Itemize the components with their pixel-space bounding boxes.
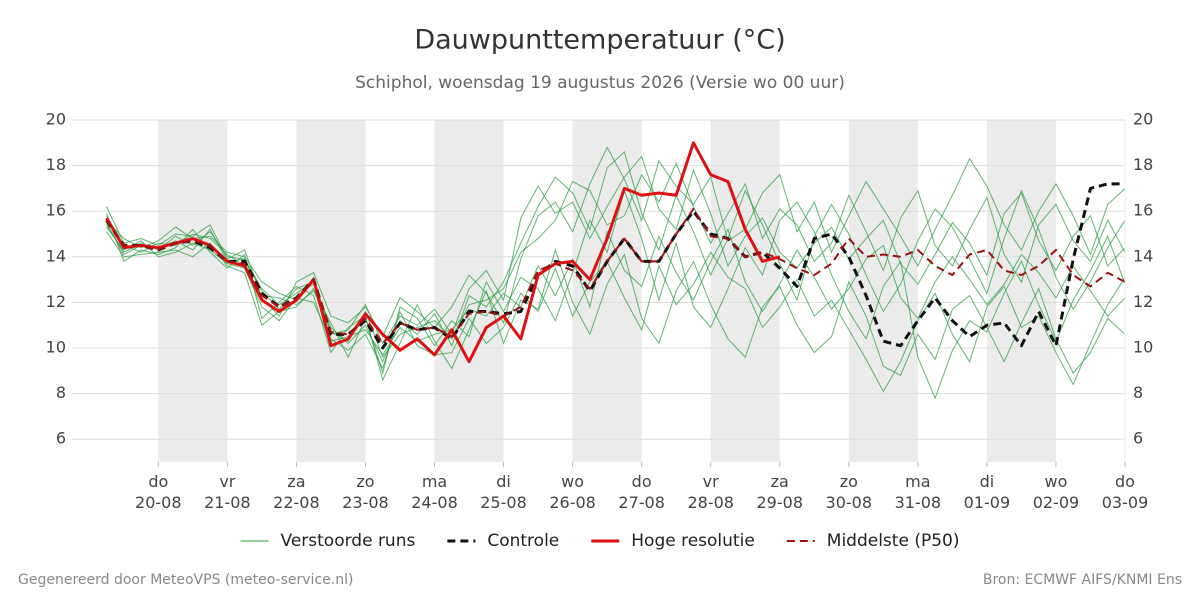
y-tick-label: 6	[56, 429, 66, 448]
day-band	[986, 120, 1056, 462]
y-tick-label: 18	[46, 155, 66, 174]
y2-tick-label: 16	[1133, 201, 1153, 220]
legend-label: Hoge resolutie	[631, 531, 755, 551]
x-tick-label: ma 24-08	[411, 472, 458, 512]
ensemble-line	[106, 146, 1126, 338]
legend-label: Controle	[487, 531, 559, 551]
chart-subtitle: Schiphol, woensdag 19 augustus 2026 (Ver…	[355, 73, 845, 93]
y2-tick-label: 14	[1133, 246, 1153, 265]
legend-label: Verstoorde runs	[281, 531, 416, 551]
day-band	[434, 120, 504, 462]
x-tick-label: zo 23-08	[342, 472, 389, 512]
ensemble-line	[106, 150, 1126, 363]
legend: Verstoorde runs Controle Hoge resolutie Mid…	[240, 531, 960, 551]
x-tick-label: di 25-08	[480, 472, 527, 512]
x-tick-label: wo 26-08	[549, 472, 596, 512]
axes: 6 6 8 8 10 10 12 12 14 14 16 16 18 18 20 20 do 20-08 vr 21-…	[46, 110, 1154, 512]
ensemble-line	[106, 189, 1126, 400]
x-tick-label: vr 28-08	[687, 472, 734, 512]
y2-tick-label: 18	[1133, 155, 1153, 174]
y-tick-label: 10	[46, 338, 66, 357]
y-tick-label: 20	[46, 110, 66, 129]
x-tick-label: zo 30-08	[826, 472, 873, 512]
footer-right: Bron: ECMWF AIFS/KNMI Ens	[983, 572, 1182, 588]
day-band	[572, 120, 642, 462]
legend-label: Middelste (P50)	[827, 531, 960, 551]
y2-tick-label: 10	[1133, 338, 1153, 357]
x-tick-label: vr 21-08	[204, 472, 251, 512]
x-tick-label: za 22-08	[273, 472, 320, 512]
y2-tick-label: 6	[1133, 429, 1143, 448]
day-band	[848, 120, 918, 462]
y-tick-label: 14	[46, 246, 66, 265]
day-band	[710, 120, 780, 462]
ensemble-line	[106, 231, 1126, 393]
y-tick-label: 8	[56, 383, 66, 402]
footer-left: Gegenereerd door MeteoVPS (meteo-service…	[18, 572, 353, 588]
x-tick-label: za 29-08	[757, 472, 804, 512]
ensemble-line	[106, 155, 1126, 345]
x-tick-label: wo 02-09	[1033, 472, 1080, 512]
x-tick-label: di 01-09	[964, 472, 1011, 512]
y2-tick-label: 12	[1133, 292, 1153, 311]
y-tick-label: 12	[46, 292, 66, 311]
day-band	[158, 120, 228, 462]
y2-tick-label: 8	[1133, 383, 1143, 402]
series-line	[105, 207, 1126, 345]
x-tick-label: do 27-08	[618, 472, 665, 512]
y-tick-label: 16	[46, 201, 66, 220]
x-tick-label: ma 31-08	[895, 472, 942, 512]
x-tick-label: do 03-09	[1102, 472, 1149, 512]
lines	[105, 141, 1126, 400]
y2-tick-label: 20	[1133, 110, 1153, 129]
day-band	[296, 120, 366, 462]
x-tick-label: do 20-08	[135, 472, 182, 512]
chart-title: Dauwpunttemperatuur (°C)	[414, 25, 785, 56]
